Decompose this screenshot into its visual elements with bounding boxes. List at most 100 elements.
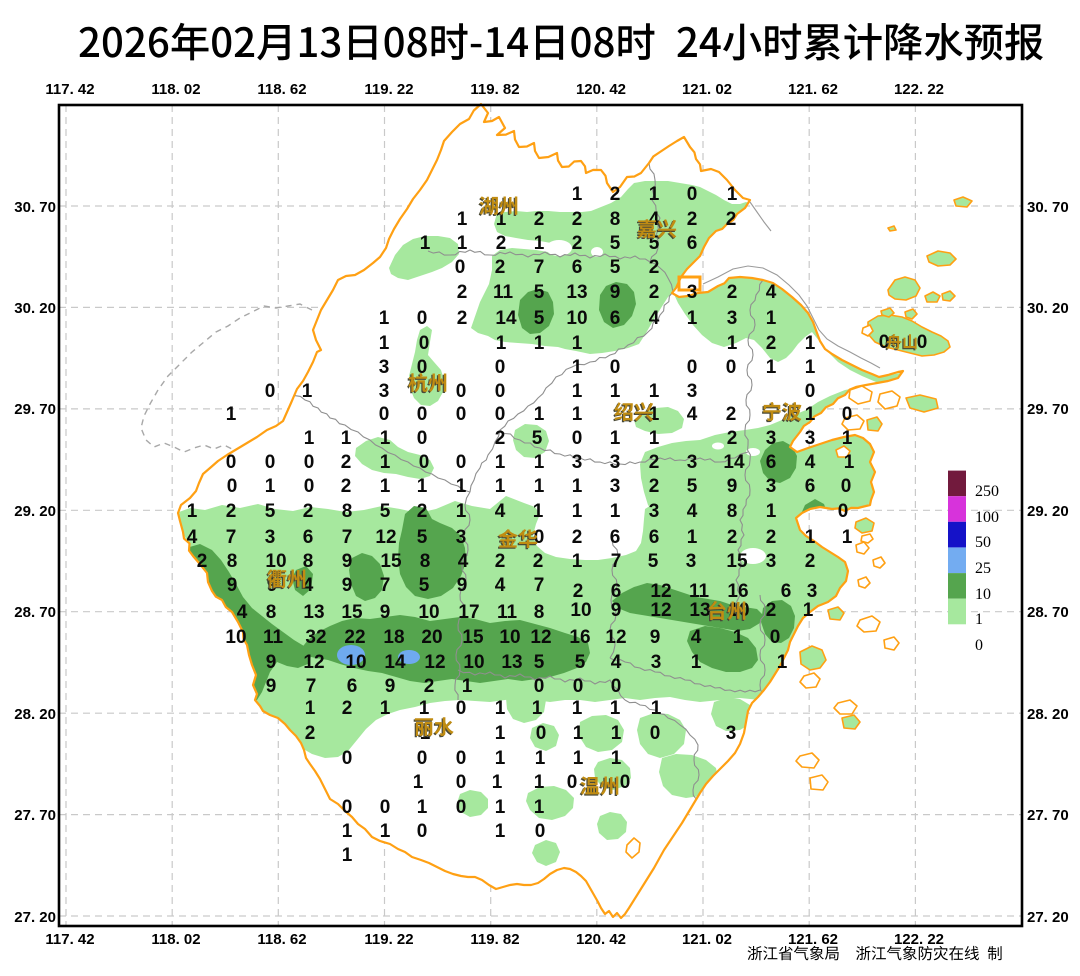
svg-text:1: 1 <box>610 501 621 522</box>
svg-text:1: 1 <box>572 551 583 572</box>
svg-text:1: 1 <box>649 184 660 205</box>
svg-text:1: 1 <box>687 308 698 329</box>
svg-text:9: 9 <box>611 600 622 621</box>
svg-text:12: 12 <box>605 627 626 648</box>
svg-text:28. 20: 28. 20 <box>1027 706 1069 723</box>
svg-text:7: 7 <box>342 527 353 548</box>
svg-text:10: 10 <box>418 602 439 623</box>
svg-text:1: 1 <box>687 527 698 548</box>
svg-text:5: 5 <box>534 652 545 673</box>
svg-text:8: 8 <box>420 551 431 572</box>
svg-text:7: 7 <box>534 257 545 278</box>
svg-text:0: 0 <box>687 357 698 378</box>
svg-text:12: 12 <box>650 600 671 621</box>
svg-text:13: 13 <box>566 282 587 303</box>
svg-text:2: 2 <box>649 476 660 497</box>
svg-text:10: 10 <box>566 308 587 329</box>
svg-text:6: 6 <box>766 452 777 473</box>
svg-text:4: 4 <box>458 551 469 572</box>
svg-text:1: 1 <box>304 428 315 449</box>
svg-text:2: 2 <box>303 501 314 522</box>
svg-text:13: 13 <box>689 600 710 621</box>
svg-text:1: 1 <box>727 333 738 354</box>
svg-text:0: 0 <box>379 404 390 425</box>
svg-text:6: 6 <box>805 476 816 497</box>
svg-text:1: 1 <box>727 184 738 205</box>
svg-text:1: 1 <box>495 797 506 818</box>
svg-text:28. 70: 28. 70 <box>1027 604 1069 621</box>
svg-text:4: 4 <box>649 209 660 230</box>
svg-text:3: 3 <box>610 476 621 497</box>
svg-text:6: 6 <box>649 527 660 548</box>
svg-text:0: 0 <box>417 404 428 425</box>
svg-text:2: 2 <box>572 527 583 548</box>
svg-text:1: 1 <box>805 333 816 354</box>
svg-text:2: 2 <box>457 282 468 303</box>
svg-text:1: 1 <box>495 452 506 473</box>
svg-text:1: 1 <box>495 698 506 719</box>
svg-text:119. 22: 119. 22 <box>364 931 413 948</box>
svg-text:9: 9 <box>610 282 621 303</box>
svg-text:10: 10 <box>499 627 520 648</box>
svg-text:1: 1 <box>842 428 853 449</box>
svg-text:0: 0 <box>842 404 853 425</box>
svg-text:29. 20: 29. 20 <box>14 503 56 520</box>
svg-text:28. 20: 28. 20 <box>14 706 56 723</box>
svg-text:0: 0 <box>975 637 983 654</box>
svg-text:3: 3 <box>610 452 621 473</box>
svg-text:4: 4 <box>766 282 777 303</box>
svg-text:1: 1 <box>496 333 507 354</box>
svg-text:4: 4 <box>691 627 702 648</box>
svg-text:6: 6 <box>610 308 621 329</box>
svg-text:119. 82: 119. 82 <box>470 81 519 98</box>
svg-text:10: 10 <box>975 586 991 603</box>
svg-text:2: 2 <box>573 581 584 602</box>
svg-text:14: 14 <box>723 452 745 473</box>
svg-text:29. 20: 29. 20 <box>1027 503 1069 520</box>
svg-text:1: 1 <box>380 476 391 497</box>
svg-text:1: 1 <box>495 723 506 744</box>
svg-text:0: 0 <box>495 357 506 378</box>
svg-text:2: 2 <box>649 257 660 278</box>
svg-text:11: 11 <box>497 602 518 623</box>
svg-text:9: 9 <box>266 676 277 697</box>
svg-text:1: 1 <box>462 676 473 697</box>
svg-text:0: 0 <box>380 797 391 818</box>
svg-text:5: 5 <box>610 233 621 254</box>
svg-text:1: 1 <box>573 748 584 769</box>
svg-text:30. 20: 30. 20 <box>14 300 56 317</box>
svg-text:9: 9 <box>227 575 238 596</box>
svg-text:2: 2 <box>726 404 737 425</box>
svg-text:1: 1 <box>766 501 777 522</box>
svg-text:9: 9 <box>385 676 396 697</box>
svg-text:118. 62: 118. 62 <box>257 81 306 98</box>
svg-text:1: 1 <box>380 698 391 719</box>
svg-text:5: 5 <box>534 308 545 329</box>
svg-text:4: 4 <box>187 527 198 548</box>
svg-text:4: 4 <box>237 602 248 623</box>
svg-text:3: 3 <box>766 476 777 497</box>
svg-text:1: 1 <box>766 308 777 329</box>
svg-text:1: 1 <box>457 209 468 230</box>
svg-text:1: 1 <box>649 404 660 425</box>
svg-text:0: 0 <box>650 723 661 744</box>
svg-text:9: 9 <box>342 575 353 596</box>
svg-text:2: 2 <box>533 551 544 572</box>
svg-text:0: 0 <box>419 333 430 354</box>
svg-text:0: 0 <box>456 381 467 402</box>
svg-text:1: 1 <box>842 527 853 548</box>
svg-text:117. 42: 117. 42 <box>45 931 94 948</box>
svg-text:0: 0 <box>610 357 621 378</box>
svg-text:1: 1 <box>420 233 431 254</box>
svg-text:3: 3 <box>572 452 583 473</box>
svg-text:9: 9 <box>727 476 738 497</box>
svg-text:6: 6 <box>347 676 358 697</box>
svg-text:1: 1 <box>975 611 983 628</box>
svg-text:15: 15 <box>462 627 484 648</box>
svg-text:2: 2 <box>496 233 507 254</box>
svg-text:2: 2 <box>197 551 208 572</box>
svg-text:25: 25 <box>975 560 991 577</box>
svg-text:4: 4 <box>687 501 698 522</box>
svg-text:1: 1 <box>341 428 352 449</box>
svg-text:15: 15 <box>380 551 402 572</box>
